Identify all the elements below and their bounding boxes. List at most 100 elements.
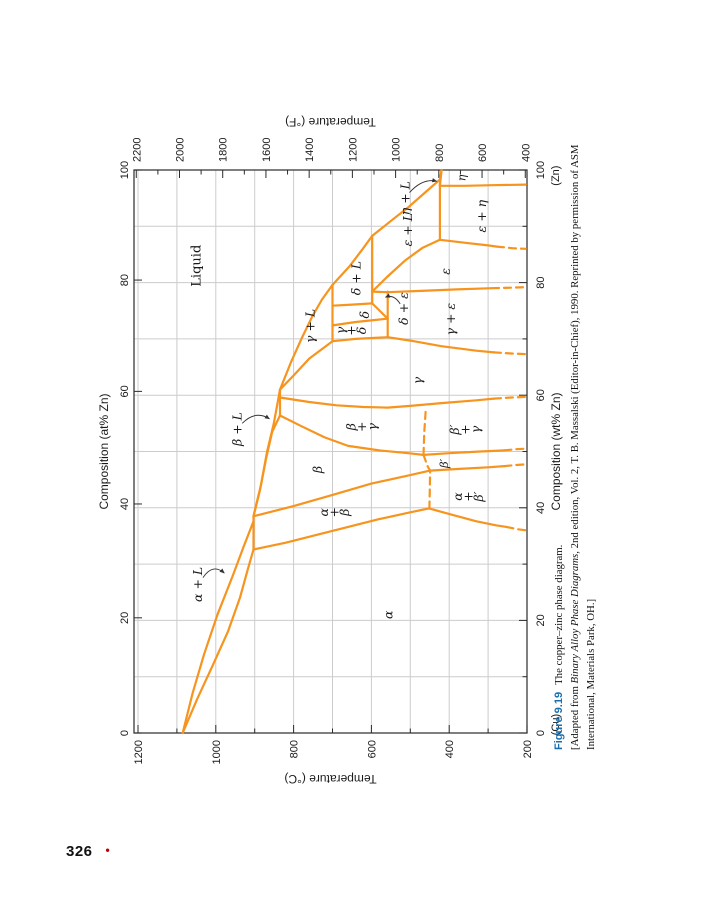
caption-line-1: Figure 9.19 The copper–zinc phase diagram… bbox=[551, 50, 567, 750]
ticklabel-c-600: 600 bbox=[366, 740, 378, 758]
caption-source-end: International, Materials Park, OH.] bbox=[585, 598, 597, 750]
curve-betaprime-right bbox=[422, 449, 506, 456]
curve-eta-left bbox=[438, 183, 527, 187]
curve-beta-right bbox=[278, 414, 425, 456]
curve-delta-eutectoid-edge bbox=[371, 302, 389, 320]
ticklabel-f-1200: 1200 bbox=[347, 138, 359, 162]
region-label-7: β′ bbox=[437, 458, 451, 469]
ticklabel-f-1000: 1000 bbox=[391, 138, 403, 162]
figure-caption: Figure 9.19 The copper–zinc phase diagram… bbox=[551, 50, 599, 750]
axis-title-bottom: Composition (wt% Zn) bbox=[549, 392, 563, 510]
curve-betaprime-right-dash bbox=[503, 447, 527, 452]
axis-title-top: Composition (at% Zn) bbox=[97, 393, 111, 509]
ticklabel-wt-0: 0 bbox=[535, 730, 547, 736]
curve-gamma-right-upper bbox=[331, 336, 389, 343]
ticklabel-c-800: 800 bbox=[289, 740, 301, 758]
ticklabel-f-1400: 1400 bbox=[304, 138, 316, 162]
leader-arrow-3 bbox=[384, 293, 401, 305]
ticklabel-wt-40: 40 bbox=[535, 502, 547, 514]
leader-label-1: β + L bbox=[230, 412, 245, 447]
leader-label-2: η + L bbox=[398, 181, 413, 215]
ticklabel-c-400: 400 bbox=[444, 740, 456, 758]
ticklabel-f-1600: 1600 bbox=[261, 138, 273, 162]
ticklabel-at-100: 100 bbox=[119, 161, 131, 179]
ticklabel-c-1200: 1200 bbox=[133, 740, 145, 764]
leader-arrow-2 bbox=[409, 178, 438, 193]
caption-line-3: International, Materials Park, OH.] bbox=[583, 50, 599, 750]
region-label-12: ε + L bbox=[400, 213, 415, 246]
region-label-6: η bbox=[456, 174, 469, 181]
ticklabel-at-20: 20 bbox=[119, 612, 131, 624]
curve-gamma-solidus bbox=[278, 340, 334, 391]
region-label-13: α+β bbox=[316, 507, 352, 517]
curve-solidus-alpha bbox=[181, 548, 255, 735]
curve-solidus-beta bbox=[252, 414, 282, 518]
page-number: 326 • bbox=[66, 843, 110, 860]
curve-liquidus-delta bbox=[331, 234, 374, 286]
region-label-4: δ bbox=[357, 311, 372, 319]
ticklabel-c-200: 200 bbox=[522, 740, 534, 758]
curve-alpha-solvus-lower bbox=[427, 507, 508, 528]
curve-eta-solidus bbox=[438, 168, 443, 187]
curve-epsilon-solidus bbox=[371, 238, 441, 293]
curve-betaprime-left bbox=[429, 465, 506, 472]
curve-liquidus-gamma bbox=[278, 283, 334, 391]
region-label-8: γ + ε bbox=[443, 303, 458, 336]
region-label-14: β+γ bbox=[343, 421, 379, 431]
curve-gamma-right-lower-dash bbox=[492, 351, 527, 356]
region-label-1: α bbox=[381, 610, 396, 619]
caption-figure-tag: Figure 9.19 bbox=[553, 691, 565, 750]
region-label-11: δ + L bbox=[349, 261, 364, 295]
curve-liquidus-epsilon bbox=[371, 178, 441, 237]
region-label-3: γ bbox=[410, 376, 425, 384]
page-number-value: 326 bbox=[66, 843, 93, 860]
curve-gamma-left-dash bbox=[492, 395, 527, 400]
leader-arrow-1 bbox=[241, 414, 270, 424]
ticklabel-f-400: 400 bbox=[520, 144, 532, 162]
region-label-16: β′+γ bbox=[447, 424, 483, 435]
region-label-5: ε bbox=[438, 268, 453, 275]
ticklabel-wt-60: 60 bbox=[535, 389, 547, 401]
ticklabel-wt-80: 80 bbox=[535, 276, 547, 288]
region-label-2: β bbox=[310, 466, 325, 474]
ticklabel-at-80: 80 bbox=[119, 274, 131, 286]
ticklabel-c-1000: 1000 bbox=[211, 740, 223, 764]
leader-label-0: α + L bbox=[190, 567, 205, 602]
ticklabel-wt-20: 20 bbox=[535, 614, 547, 626]
ticklabel-f-2200: 2200 bbox=[131, 138, 143, 162]
region-label-15: γ+δ bbox=[333, 325, 369, 335]
ticklabel-f-2000: 2000 bbox=[174, 138, 186, 162]
curve-alpha-solvus-lower-dash bbox=[505, 525, 527, 532]
curve-betaprime-left-dash bbox=[503, 463, 527, 468]
curve-order-disorder-left-dash bbox=[422, 453, 432, 510]
end-label-zn: (Zn) bbox=[550, 166, 562, 186]
curve-epsilon-left-dash bbox=[490, 286, 527, 290]
end-label-cu: (Cu) bbox=[550, 714, 562, 735]
ticklabel-f-800: 800 bbox=[434, 144, 446, 162]
caption-source-post: , 2nd edition, Vol. 2, T. B. Massalski (… bbox=[569, 144, 581, 554]
axis-title-right: Temperature (°F) bbox=[285, 115, 376, 129]
curve-gamma-right-lower bbox=[386, 336, 495, 354]
caption-title: The copper–zinc phase diagram. bbox=[553, 544, 565, 685]
ticklabel-at-0: 0 bbox=[119, 730, 131, 736]
curve-delta-right bbox=[331, 302, 374, 307]
curve-epsilon-right-lower-dash bbox=[495, 245, 527, 250]
curve-epsilon-left bbox=[371, 287, 494, 294]
curve-epsilon-right-lower bbox=[438, 238, 499, 248]
leader-arrow-0 bbox=[202, 568, 225, 578]
ticklabel-wt-100: 100 bbox=[535, 161, 547, 179]
caption-source-italic: Binary Alloy Phase Diagrams bbox=[569, 553, 581, 684]
ticklabel-f-600: 600 bbox=[477, 144, 489, 162]
region-label-0: Liquid bbox=[189, 245, 204, 287]
curve-liquidus-cu bbox=[181, 520, 255, 735]
curve-order-disorder-right-dash bbox=[422, 406, 427, 456]
caption-source-pre: [Adapted from bbox=[569, 683, 581, 750]
curve-alpha-solvus-upper bbox=[252, 507, 431, 551]
region-label-9: ε + η bbox=[474, 199, 489, 232]
region-label-17: α+β′ bbox=[450, 491, 486, 502]
caption-line-2: [Adapted from Binary Alloy Phase Diagram… bbox=[567, 50, 583, 750]
curve-delta-left bbox=[331, 317, 389, 327]
ticklabel-at-40: 40 bbox=[119, 498, 131, 510]
